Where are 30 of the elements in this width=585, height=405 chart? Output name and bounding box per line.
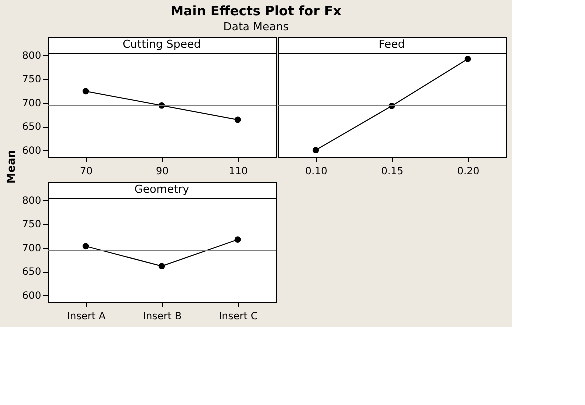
x-tick-label: 0.10 <box>305 166 328 178</box>
x-tick-label: Insert A <box>67 312 106 322</box>
point <box>82 243 90 250</box>
y-axis-title: Mean <box>5 150 18 184</box>
x-tick-label: Insert B <box>143 312 182 322</box>
point <box>234 236 242 243</box>
y-tick-label: 750 <box>22 220 42 231</box>
point <box>234 116 242 124</box>
y-tick-label: 600 <box>22 146 42 157</box>
x-tick-label: 70 <box>80 166 93 178</box>
y-tick-label: 650 <box>22 267 42 278</box>
point <box>158 263 166 270</box>
y-tick-label: 650 <box>22 122 42 134</box>
chart-title: Geometry <box>134 183 190 196</box>
y-tick-label: 600 <box>22 290 42 302</box>
x-tick-label: 0.20 <box>457 166 480 178</box>
x-tick-label: Insert C <box>219 312 258 322</box>
y-tick-label: 750 <box>22 74 42 86</box>
chart-title: Feed <box>378 38 406 51</box>
text: Data Means <box>224 20 290 34</box>
x-tick-label: 90 <box>156 166 169 178</box>
chart-title: Cutting Speed <box>122 38 202 51</box>
y-tick-label: 800 <box>22 196 42 207</box>
text: Main Effects Plot for Fx <box>170 4 342 20</box>
y-tick-label: 800 <box>22 50 42 62</box>
y-tick-label: 700 <box>22 243 42 254</box>
point <box>82 88 90 95</box>
x-tick-label: 0.15 <box>381 166 404 178</box>
x-tick-label: 110 <box>228 166 248 178</box>
y-tick-label: 700 <box>22 98 42 110</box>
